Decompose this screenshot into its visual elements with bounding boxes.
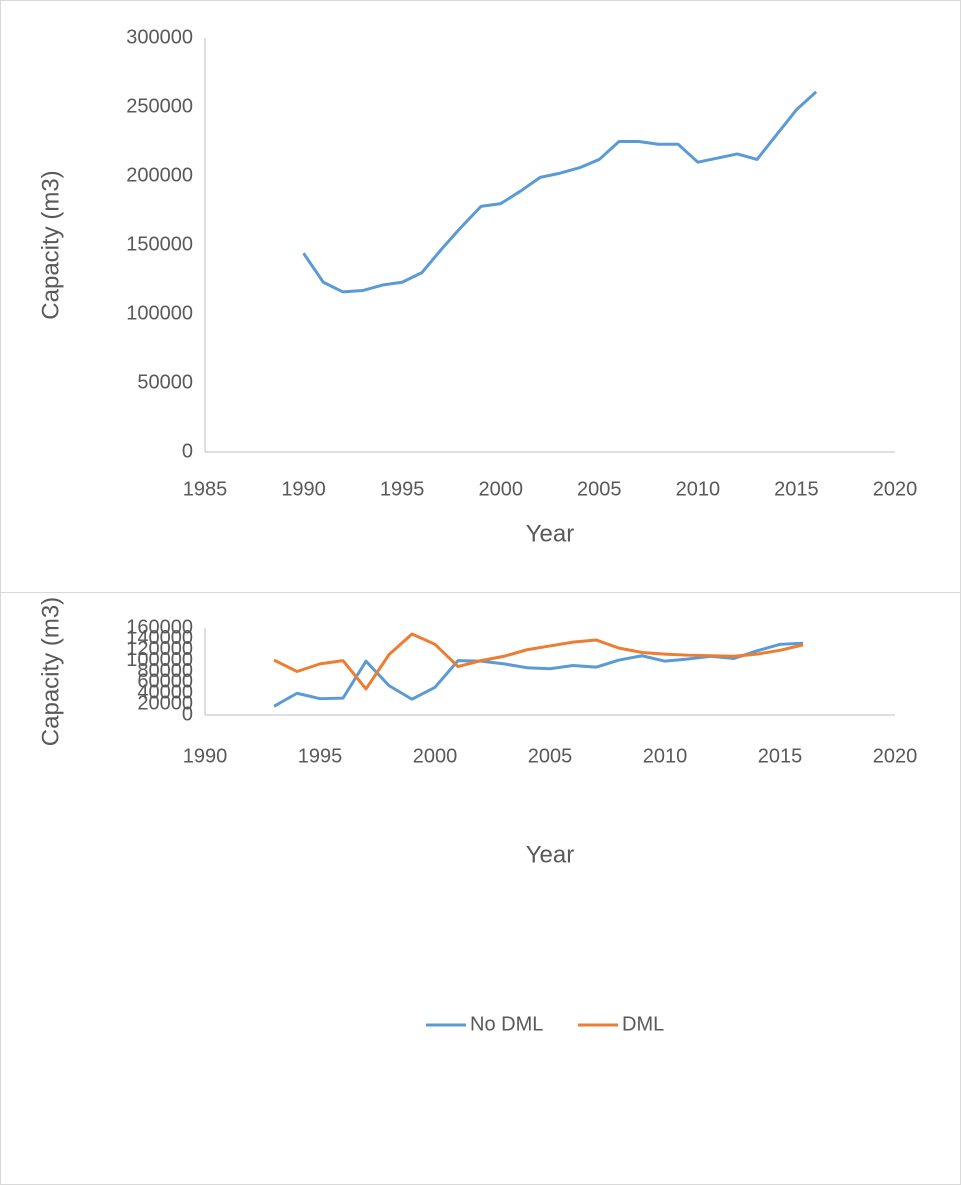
y-axis-title: Capacity (m3) xyxy=(37,597,64,746)
legend-label: No DML xyxy=(470,1013,543,1035)
y-tick-label: 0 xyxy=(182,440,193,462)
x-tick-label: 2020 xyxy=(873,478,918,500)
y-tick-label: 150000 xyxy=(126,233,193,255)
x-tick-label: 1985 xyxy=(183,478,228,500)
y-tick-label: 40000 xyxy=(137,682,193,704)
x-tick-label: 2020 xyxy=(873,745,918,767)
panel xyxy=(0,0,961,593)
y-tick-label: 0 xyxy=(182,703,193,725)
line-series xyxy=(302,90,818,294)
y-tick-label: 100000 xyxy=(126,302,193,324)
panel xyxy=(0,592,961,1185)
y-axis-title: Capacity (m3) xyxy=(37,170,64,319)
line-series xyxy=(273,632,804,691)
x-tick-label: 2010 xyxy=(643,745,688,767)
y-tick-label: 300000 xyxy=(126,26,193,48)
y-tick-label: 140000 xyxy=(126,627,193,649)
y-tick-label: 120000 xyxy=(126,638,193,660)
y-tick-label: 20000 xyxy=(137,692,193,714)
legend-label: DML xyxy=(622,1013,664,1035)
x-tick-label: 2015 xyxy=(774,478,819,500)
y-tick-label: 100000 xyxy=(126,649,193,671)
x-tick-label: 2000 xyxy=(478,478,523,500)
x-tick-label: 1990 xyxy=(183,745,228,767)
x-tick-label: 1995 xyxy=(380,478,425,500)
x-tick-label: 1995 xyxy=(298,745,343,767)
y-tick-label: 80000 xyxy=(137,660,193,682)
x-tick-label: 2005 xyxy=(528,745,573,767)
y-tick-label: 60000 xyxy=(137,671,193,693)
x-tick-label: 2015 xyxy=(758,745,803,767)
x-tick-label: 2000 xyxy=(413,745,458,767)
y-tick-label: 160000 xyxy=(126,616,193,638)
x-tick-label: 2010 xyxy=(676,478,721,500)
x-axis-title: Year xyxy=(526,841,575,868)
x-axis-title: Year xyxy=(526,520,575,547)
y-tick-label: 50000 xyxy=(137,371,193,393)
x-tick-label: 2005 xyxy=(577,478,622,500)
y-tick-label: 200000 xyxy=(126,164,193,186)
x-tick-label: 1990 xyxy=(281,478,326,500)
y-tick-label: 250000 xyxy=(126,95,193,117)
